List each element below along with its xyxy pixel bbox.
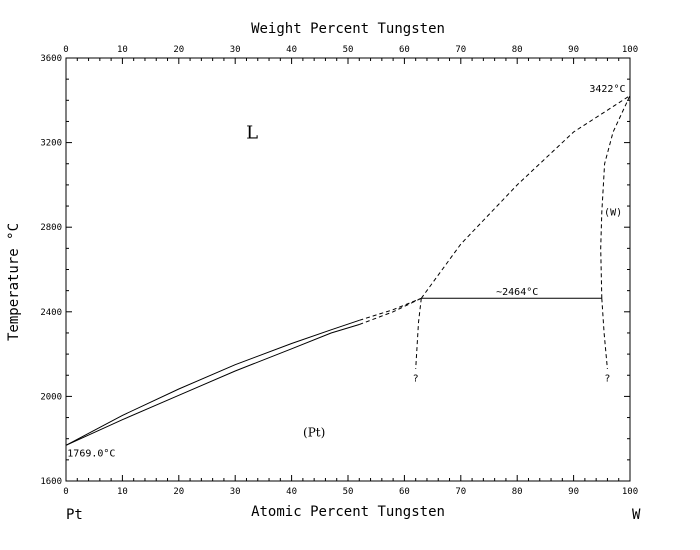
dashed-phase-boundary: [415, 298, 422, 369]
x-tick-label: 0: [63, 487, 68, 497]
y-tick-label: 3200: [40, 139, 62, 149]
dashed-phase-boundary: [359, 297, 422, 321]
annotations: L (Pt) (W) ~2464°C 3422°C 1769.0°C??: [67, 84, 625, 460]
x-tick-label: 80: [512, 487, 523, 497]
phase-boundaries: [65, 95, 631, 446]
y-tick-label: 3600: [40, 54, 62, 64]
dashed-phase-boundary: [600, 95, 631, 299]
x-tick-label: 30: [230, 487, 241, 497]
top-tick-label: 70: [455, 45, 466, 55]
x-tick-label: 100: [622, 487, 638, 497]
plot-frame: [65, 57, 631, 482]
y-tick-label: 2800: [40, 223, 62, 233]
y-tick-label: 2400: [40, 308, 62, 318]
tick-labels: 0 10 20 30 40 50 60 70 80 90 100 0 10 20 30 40 50 60 70 80 9…: [40, 45, 638, 497]
element-pt-label: Pt: [66, 507, 83, 523]
y-tick-label: 2000: [40, 392, 62, 402]
x-tick-label: 60: [399, 487, 410, 497]
x-tick-label: 90: [568, 487, 579, 497]
annotation-label: ?: [413, 374, 419, 385]
y-tick-label: 1600: [40, 477, 62, 487]
annotation-label: (W): [604, 208, 622, 219]
annotation-label: L: [246, 122, 258, 143]
top-tick-label: 40: [286, 45, 297, 55]
annotation-label: ?: [604, 374, 610, 385]
phase-boundary: [65, 319, 360, 446]
tick-marks: [65, 57, 631, 482]
x-tick-label: 70: [455, 487, 466, 497]
element-w-label: W: [632, 507, 641, 523]
x-tick-label: 50: [343, 487, 354, 497]
annotation-label: ~2464°C: [496, 287, 538, 298]
x-tick-label: 20: [173, 487, 184, 497]
top-axis-title: Weight Percent Tungsten: [251, 21, 445, 37]
y-axis-title: Temperature °C: [6, 223, 22, 341]
dashed-phase-boundary: [601, 298, 608, 369]
annotation-label: 3422°C: [589, 84, 625, 95]
phase-boundary: [65, 324, 360, 446]
top-tick-label: 20: [173, 45, 184, 55]
x-tick-label: 10: [117, 487, 128, 497]
dashed-phase-boundary: [420, 95, 631, 299]
x-axis-title: Atomic Percent Tungsten: [251, 504, 445, 520]
annotation-label: (Pt): [303, 426, 325, 440]
top-tick-label: 100: [622, 45, 638, 55]
x-tick-label: 40: [286, 487, 297, 497]
annotation-label: 1769.0°C: [67, 449, 115, 460]
top-tick-label: 60: [399, 45, 410, 55]
dashed-phase-boundary: [359, 297, 422, 325]
top-tick-label: 0: [63, 45, 68, 55]
top-tick-label: 50: [343, 45, 354, 55]
top-tick-label: 80: [512, 45, 523, 55]
top-tick-label: 30: [230, 45, 241, 55]
top-tick-label: 10: [117, 45, 128, 55]
top-tick-label: 90: [568, 45, 579, 55]
